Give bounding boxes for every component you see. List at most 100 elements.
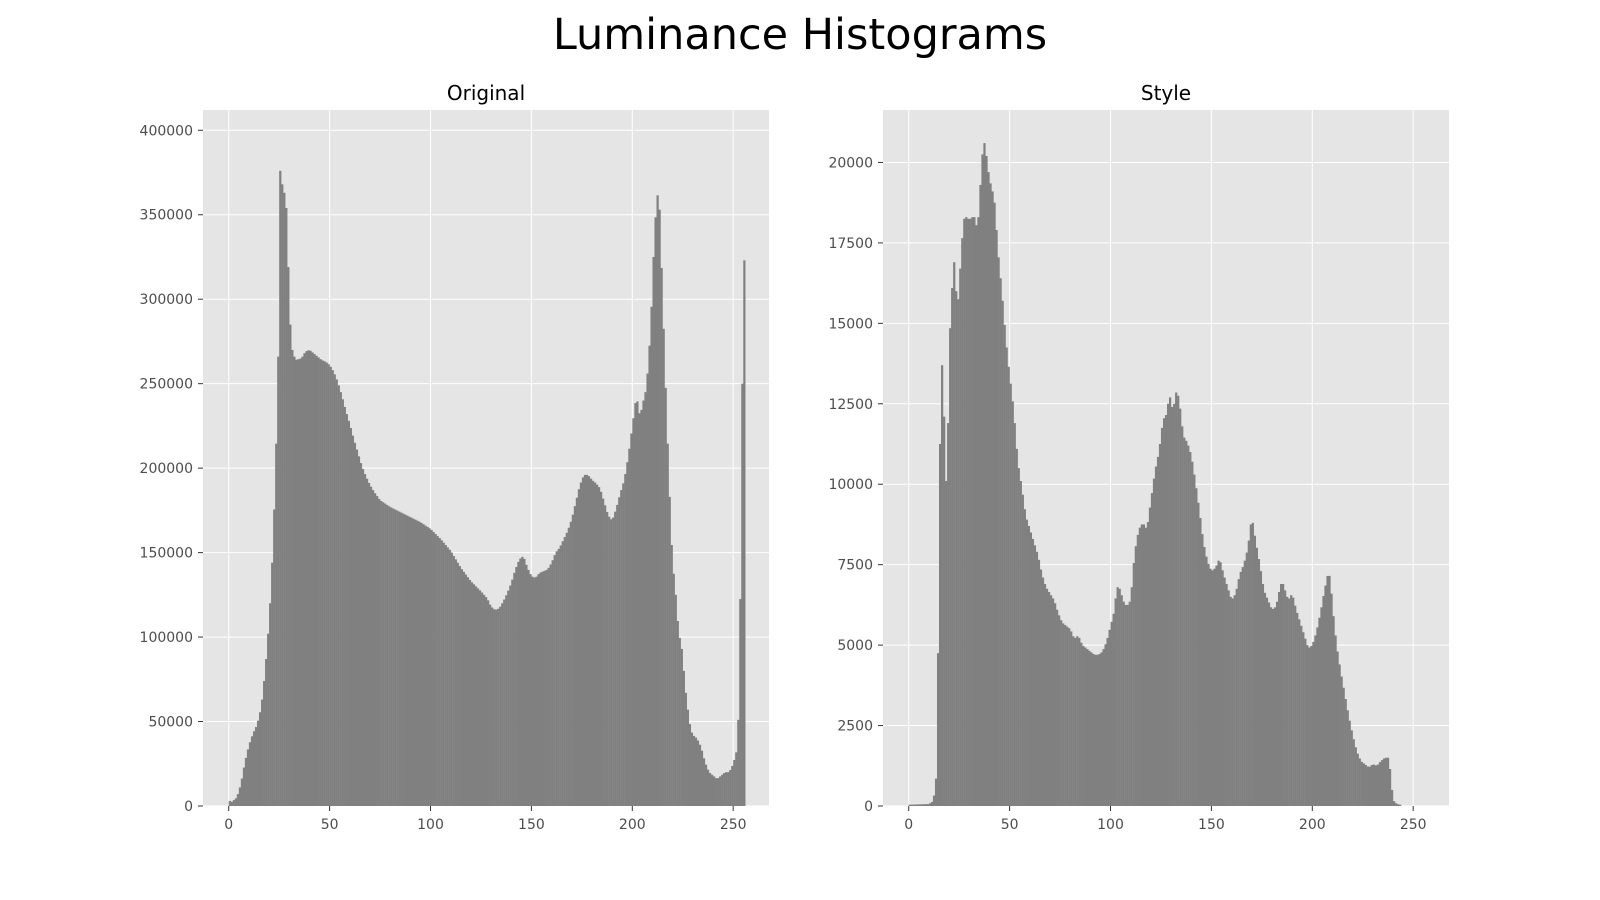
histogram-bar [432,531,435,806]
histogram-bar [313,354,316,806]
histogram-bar [618,497,621,806]
histogram-bar [1231,598,1234,806]
histogram-bar [309,350,312,806]
histogram-bar [1193,474,1196,806]
histogram-bar [688,724,692,806]
histogram-bar [1324,585,1327,806]
histogram-bar [932,795,936,806]
histogram-bar [507,590,510,806]
histogram-bar [1213,568,1216,806]
histogram-bar [410,517,413,806]
histogram-bar [713,776,716,806]
histogram-bar [474,586,478,806]
histogram-bar [446,547,449,806]
histogram-bar [1304,638,1307,806]
histogram-bar [1045,588,1049,806]
histogram-bar [285,207,288,806]
y-tick-label: 200000 [140,461,193,477]
histogram-bar [392,508,395,806]
histogram-bar [297,359,300,806]
histogram-bar [934,778,938,806]
histogram-bar [1114,598,1117,806]
histogram-bar [947,423,950,806]
histogram-bar [357,456,361,806]
histogram-bar [515,566,518,806]
histogram-bar [1041,577,1045,806]
histogram-bar [1267,602,1271,806]
histogram-bar [460,569,463,806]
histogram-bar [442,542,445,806]
histogram-bar [1164,415,1168,806]
histogram-bar [729,770,732,806]
histogram-bar [480,592,484,806]
histogram-bar [434,534,437,806]
histogram-bar [1306,645,1309,806]
y-tick-label: 350000 [140,208,193,224]
histogram-bar [319,359,322,806]
histogram-bar [1130,587,1133,806]
histogram-bar [1320,607,1323,806]
histogram-bar [1225,583,1228,806]
histogram-bar [497,608,500,806]
histogram-bar [1086,649,1089,806]
histogram-bar [422,524,425,806]
histogram-bar [642,400,645,806]
y-tick-label: 0 [184,799,193,815]
histogram-bar [620,490,623,806]
histogram-bar [1296,612,1299,806]
histogram-bar [242,767,246,806]
histogram-bar [369,486,373,806]
histogram-bar [721,774,724,806]
histogram-bar [1376,764,1380,806]
histogram-bar [1179,408,1182,806]
histogram-bar [569,521,572,806]
histogram-bar [585,474,589,806]
x-axis-ticks: 0 50 100 150 200 250 [224,806,747,833]
histogram-bar [472,584,476,806]
histogram-bar [250,736,254,806]
histogram-bar [1181,426,1184,806]
histogram-bar [1183,437,1186,806]
histogram-bar [384,503,387,806]
histogram-bar [402,513,405,806]
histogram-bar [1025,519,1028,806]
histogram-bars [228,170,746,807]
y-tick-label: 20000 [828,155,873,171]
histogram-bar [426,526,429,806]
histogram-bar [1393,801,1396,806]
histogram-bar [656,195,659,807]
histogram-bar [600,491,603,806]
histogram-bar [414,519,417,806]
histogram-bar [1288,598,1291,806]
histogram-bar [1068,628,1071,806]
histogram-bar [418,521,421,806]
x-tick-label: 200 [1299,817,1326,833]
histogram-bar [349,428,353,806]
histogram-bar [513,572,516,806]
histogram-bar [1094,654,1097,806]
histogram-bar [1171,406,1174,806]
histogram-bar [1397,804,1400,806]
histogram-bar [374,493,377,806]
histogram-bar [662,328,665,806]
histogram-bar [1336,651,1339,806]
histogram-bar [626,462,629,806]
histogram-bar [715,778,718,806]
histogram-bar [1205,556,1208,806]
histogram-bar [327,364,330,806]
histogram-bar [638,413,641,806]
panel-title: Style [1141,81,1191,105]
histogram-bar [743,260,746,807]
histogram-bar [386,504,389,806]
histogram-bar [325,362,328,806]
histogram-bar [628,448,631,806]
histogram-bar [347,420,350,806]
histogram-bar [450,552,453,806]
histogram-bar [543,570,546,806]
histogram-bar [702,758,706,806]
histogram-bar [424,525,427,806]
histogram-bar [256,720,260,806]
histogram-bar [1340,676,1343,806]
histogram-bar [723,773,726,806]
histogram-bar [1124,604,1127,806]
